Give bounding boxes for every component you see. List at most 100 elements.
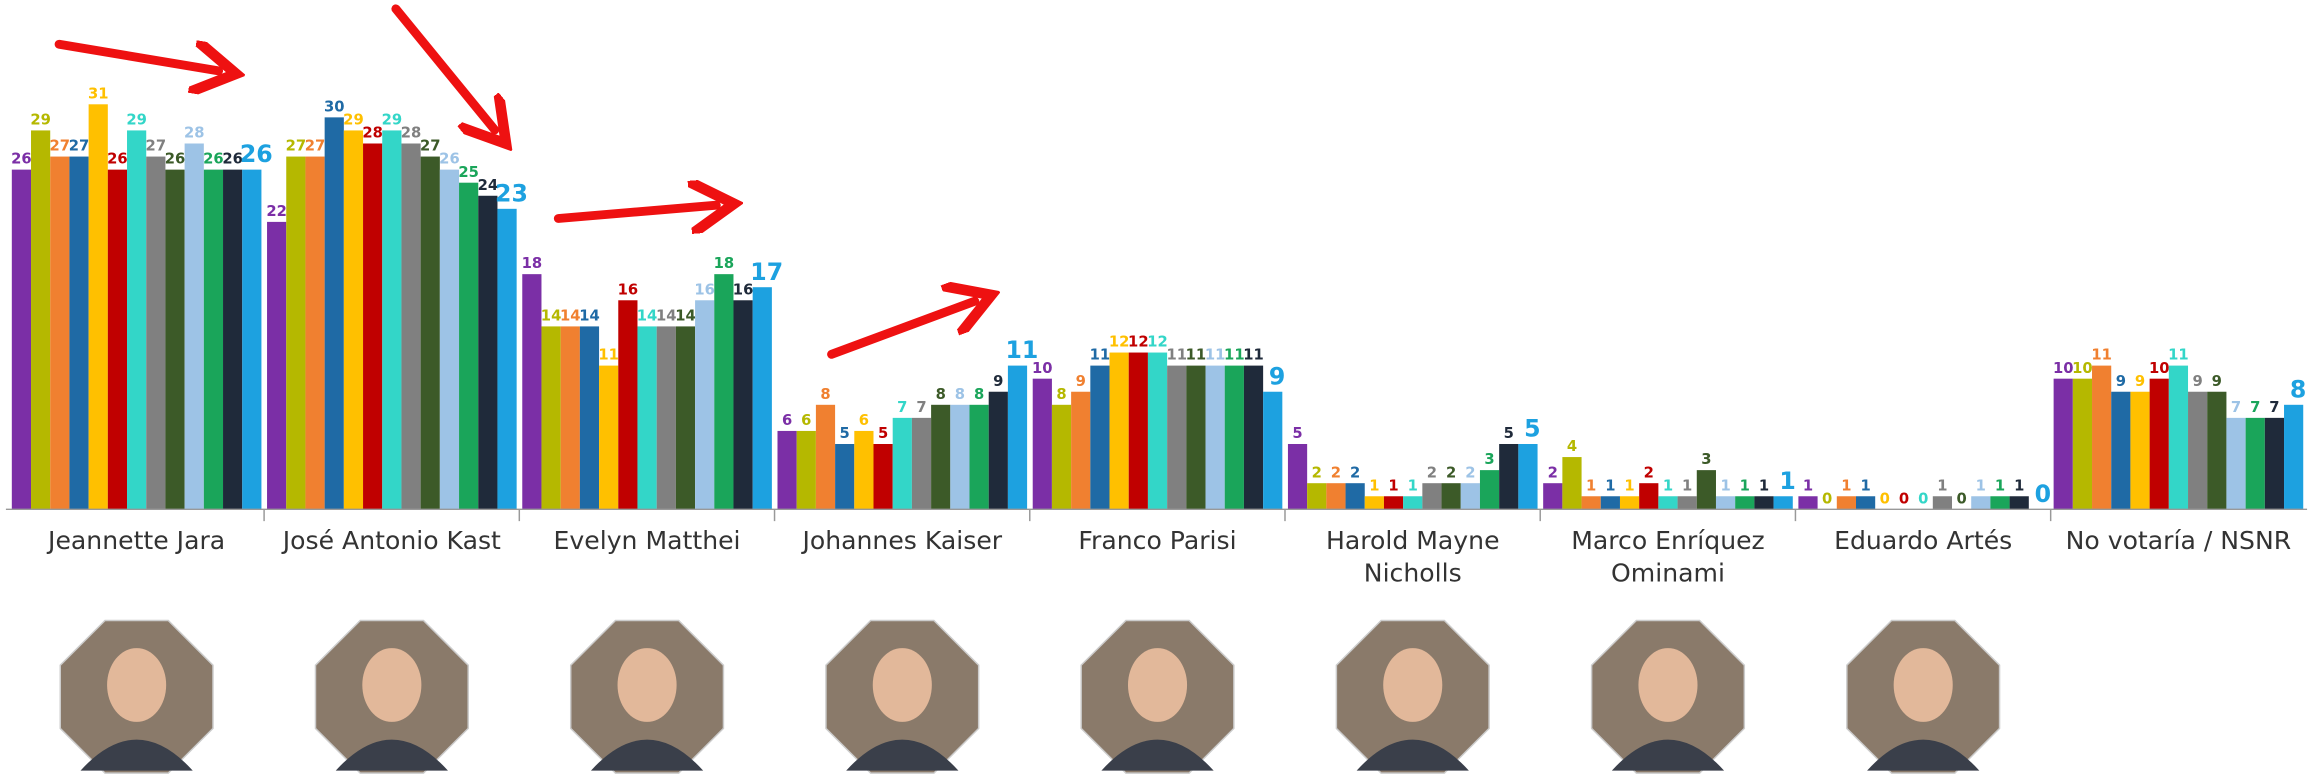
bar: [421, 157, 440, 510]
bar: [1990, 496, 2009, 509]
value-label: 11: [598, 347, 619, 364]
bar: [1071, 392, 1090, 510]
bar: [204, 170, 223, 510]
bar: [1697, 470, 1716, 509]
bar: [1422, 483, 1441, 509]
value-label: 1: [1976, 477, 1986, 494]
bar: [363, 143, 382, 509]
bar: [2111, 392, 2130, 510]
bar: [2169, 366, 2188, 510]
category-label: José Antonio Kast: [268, 526, 516, 558]
bar: [1543, 483, 1562, 509]
bar: [1716, 496, 1735, 509]
value-label: 10: [2072, 360, 2093, 377]
value-label: 10: [1032, 360, 1053, 377]
bar: [242, 170, 261, 510]
bar: [1148, 353, 1167, 510]
bar: [835, 444, 854, 509]
value-label: 16: [618, 281, 639, 298]
value-label: 1: [1779, 467, 1795, 495]
value-label: 0: [1899, 490, 1909, 507]
value-label: 0: [1956, 490, 1966, 507]
value-label: 1: [1995, 477, 2005, 494]
bar: [1461, 483, 1480, 509]
value-label: 8: [820, 386, 830, 403]
value-label: 23: [495, 179, 528, 207]
category-label: Johannes Kaiser: [778, 526, 1026, 558]
value-label: 8: [974, 386, 984, 403]
value-label: 7: [2231, 399, 2241, 416]
value-label: 27: [305, 138, 326, 155]
value-label: 0: [1918, 490, 1928, 507]
value-label: 30: [324, 98, 345, 115]
bar: [1206, 366, 1225, 510]
bar: [1837, 496, 1856, 509]
value-label: 14: [675, 308, 696, 325]
value-label: 26: [439, 151, 460, 168]
value-label: 27: [146, 138, 167, 155]
bar: [50, 157, 69, 510]
value-label: 26: [203, 151, 224, 168]
bar: [1384, 496, 1403, 509]
bar: [2188, 392, 2207, 510]
value-label: 7: [916, 399, 926, 416]
value-label: 8: [955, 386, 965, 403]
photo-face: [1638, 648, 1697, 722]
bar: [1167, 366, 1186, 510]
value-label: 6: [859, 412, 869, 429]
bar: [1307, 483, 1326, 509]
bar: [618, 300, 637, 509]
value-label: 9: [2116, 373, 2126, 390]
candidate-photo: [315, 620, 468, 773]
value-label: 26: [107, 151, 128, 168]
category-label: Evelyn Matthei: [523, 526, 771, 558]
bar: [305, 157, 324, 510]
value-label: 31: [88, 85, 109, 102]
value-label: 17: [750, 258, 783, 286]
value-label: 1: [1586, 477, 1596, 494]
chart-area: 2629272731262927262826262622272730292829…: [0, 0, 2316, 778]
chart: 2629272731262927262826262622272730292829…: [0, 0, 2316, 778]
bar: [1620, 496, 1639, 509]
value-label: 11: [1090, 347, 1111, 364]
bar: [267, 222, 286, 509]
bar: [1052, 405, 1071, 510]
bar: [816, 405, 835, 510]
bar: [1518, 444, 1537, 509]
value-label: 11: [1186, 347, 1207, 364]
value-label: 7: [897, 399, 907, 416]
bar: [2010, 496, 2029, 509]
bar: [146, 157, 165, 510]
bar: [223, 170, 242, 510]
value-label: 27: [286, 138, 307, 155]
value-label: 22: [266, 203, 287, 220]
value-label: 14: [656, 308, 677, 325]
value-label: 1: [1860, 477, 1870, 494]
value-label: 8: [2290, 375, 2306, 403]
value-label: 1: [1663, 477, 1673, 494]
value-label: 1: [1624, 477, 1634, 494]
value-label: 2: [1548, 464, 1558, 481]
bar: [31, 130, 50, 509]
value-label: 9: [1269, 362, 1285, 390]
value-label: 25: [458, 164, 479, 181]
category-label: Harold Mayne Nicholls: [1289, 526, 1537, 591]
bar: [970, 405, 989, 510]
bar: [2150, 379, 2169, 510]
bar: [1129, 353, 1148, 510]
bar: [1186, 366, 1205, 510]
value-label: 0: [1880, 490, 1890, 507]
value-label: 11: [1205, 347, 1226, 364]
bar: [893, 418, 912, 509]
category-label: Franco Parisi: [1033, 526, 1281, 558]
bar: [873, 444, 892, 509]
bar: [695, 300, 714, 509]
value-label: 12: [1147, 334, 1168, 351]
bar: [2130, 392, 2149, 510]
value-label: 1: [1682, 477, 1692, 494]
category-label: Eduardo Artés: [1799, 526, 2047, 558]
bar: [12, 170, 31, 510]
bar: [478, 196, 497, 510]
value-label: 2: [1446, 464, 1456, 481]
bar: [1263, 392, 1282, 510]
